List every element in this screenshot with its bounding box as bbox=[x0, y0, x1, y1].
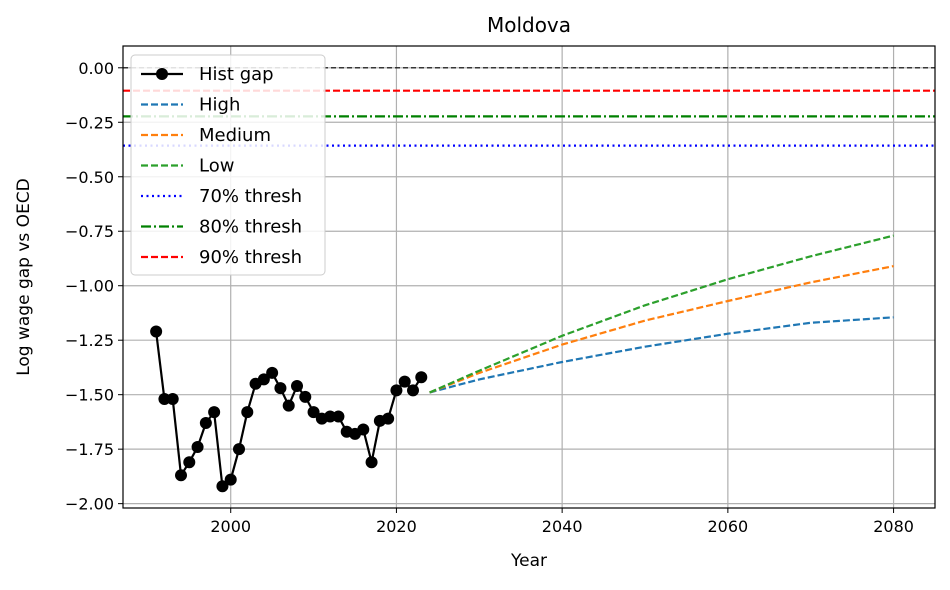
hist-gap-point bbox=[282, 399, 295, 412]
x-tick-label: 2040 bbox=[542, 517, 583, 536]
hist-gap-point bbox=[199, 417, 212, 430]
hist-gap-point bbox=[158, 393, 171, 406]
legend-label-high: High bbox=[199, 95, 240, 116]
x-tick-label: 2000 bbox=[210, 517, 251, 536]
chart-title: Moldova bbox=[487, 13, 571, 37]
plot-frame bbox=[122, 45, 936, 509]
hist-gap-point bbox=[357, 423, 370, 436]
y-axis-label: Log wage gap vs OECD bbox=[14, 178, 34, 376]
hist-gap-point bbox=[299, 390, 312, 403]
legend-label-80-thresh: 80% thresh bbox=[199, 217, 302, 238]
y-tick-label: −1.25 bbox=[65, 331, 114, 350]
hist-gap-point bbox=[307, 406, 320, 419]
hist-gap-point bbox=[224, 473, 237, 486]
y-tick-label: −1.50 bbox=[65, 386, 114, 405]
hist-gap-point bbox=[274, 382, 287, 395]
hist-gap-point bbox=[216, 480, 229, 493]
x-axis-ticks: 2000 2020 2040 2060 2080 bbox=[210, 508, 914, 536]
medium-series-line bbox=[429, 265, 894, 394]
hist-gap-point bbox=[175, 469, 187, 482]
hist-gap-point bbox=[291, 379, 303, 392]
hist-gap-point bbox=[183, 456, 196, 469]
y-tick-label: −0.50 bbox=[65, 168, 114, 187]
hist-gap-point bbox=[398, 375, 411, 388]
legend-marker-hist-gap bbox=[156, 68, 168, 80]
x-tick-label: 2080 bbox=[873, 517, 914, 536]
y-tick-label: −0.25 bbox=[65, 113, 114, 132]
hist-gap-point bbox=[191, 440, 204, 453]
hist-gap-point bbox=[332, 410, 345, 423]
hist-gap-point bbox=[233, 443, 245, 456]
legend-label-hist-gap: Hist gap bbox=[199, 64, 274, 85]
legend-label-90-thresh: 90% thresh bbox=[199, 247, 302, 268]
legend-label-70-thresh: 70% thresh bbox=[199, 186, 302, 207]
legend-box bbox=[130, 54, 326, 276]
hist-gap-point bbox=[266, 366, 279, 379]
x-tick-label: 2020 bbox=[376, 517, 417, 536]
legend-label-low: Low bbox=[199, 156, 234, 177]
low-series-line bbox=[429, 234, 894, 394]
x-tick-label: 2060 bbox=[707, 517, 748, 536]
hist-gap-point bbox=[257, 373, 270, 386]
y-tick-label: −1.75 bbox=[65, 440, 114, 459]
legend: Hist gap High Medium Low 70% thresh 80% thres… bbox=[130, 54, 326, 276]
hist-gap-point bbox=[415, 371, 428, 384]
high-series-line bbox=[429, 316, 894, 394]
hist-gap-point bbox=[407, 384, 419, 397]
hist-gap-point bbox=[324, 410, 337, 423]
y-tick-label: −0.75 bbox=[65, 222, 114, 241]
hist-gap-point bbox=[241, 406, 254, 419]
y-tick-label: −2.00 bbox=[65, 495, 114, 514]
y-axis-ticks: 0.00 −0.25 −0.50 −0.75 −1.00 −1.25 −1.50 −1.75 −… bbox=[65, 59, 123, 514]
hist-gap-point bbox=[390, 384, 403, 397]
legend-label-medium: Medium bbox=[199, 125, 271, 146]
hist-gap-point bbox=[382, 412, 395, 425]
y-tick-label: 0.00 bbox=[78, 59, 114, 78]
hist-gap-point bbox=[150, 325, 163, 338]
hist-gap-point bbox=[208, 406, 221, 419]
hist-gap-point bbox=[166, 393, 179, 406]
series bbox=[150, 234, 894, 493]
hist-gap-point bbox=[365, 456, 378, 469]
x-axis-label: Year bbox=[510, 551, 547, 571]
y-tick-label: −1.00 bbox=[65, 277, 114, 296]
